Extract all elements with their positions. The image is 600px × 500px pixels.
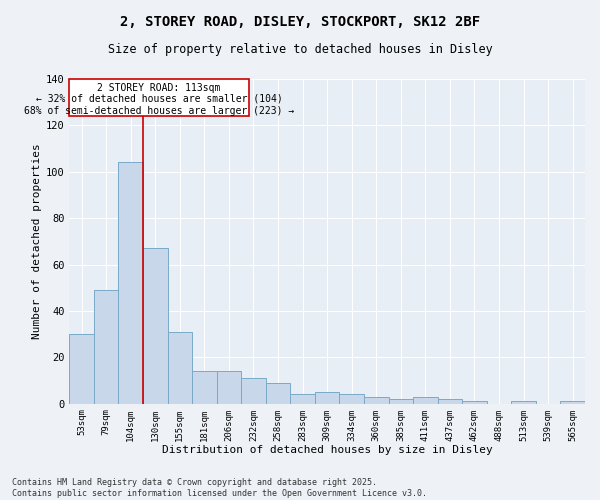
Bar xyxy=(118,162,143,404)
Bar xyxy=(437,399,462,404)
Bar xyxy=(241,378,266,404)
Bar xyxy=(560,402,585,404)
Bar xyxy=(511,402,536,404)
Bar xyxy=(364,397,389,404)
FancyBboxPatch shape xyxy=(70,79,248,116)
Text: 2, STOREY ROAD, DISLEY, STOCKPORT, SK12 2BF: 2, STOREY ROAD, DISLEY, STOCKPORT, SK12 … xyxy=(120,15,480,29)
Bar xyxy=(389,399,413,404)
Text: ← 32% of detached houses are smaller (104): ← 32% of detached houses are smaller (10… xyxy=(35,94,283,104)
Text: 68% of semi-detached houses are larger (223) →: 68% of semi-detached houses are larger (… xyxy=(24,106,294,116)
Text: Contains HM Land Registry data © Crown copyright and database right 2025.
Contai: Contains HM Land Registry data © Crown c… xyxy=(12,478,427,498)
Bar xyxy=(167,332,192,404)
Text: Size of property relative to detached houses in Disley: Size of property relative to detached ho… xyxy=(107,42,493,56)
Bar xyxy=(413,397,437,404)
Bar xyxy=(70,334,94,404)
Bar xyxy=(315,392,340,404)
Bar xyxy=(462,402,487,404)
Bar xyxy=(217,371,241,404)
Bar xyxy=(143,248,167,404)
X-axis label: Distribution of detached houses by size in Disley: Distribution of detached houses by size … xyxy=(162,445,493,455)
Text: 2 STOREY ROAD: 113sqm: 2 STOREY ROAD: 113sqm xyxy=(97,82,221,92)
Y-axis label: Number of detached properties: Number of detached properties xyxy=(32,144,41,339)
Bar xyxy=(290,394,315,404)
Bar xyxy=(340,394,364,404)
Bar xyxy=(94,290,118,404)
Bar xyxy=(266,383,290,404)
Bar xyxy=(192,371,217,404)
